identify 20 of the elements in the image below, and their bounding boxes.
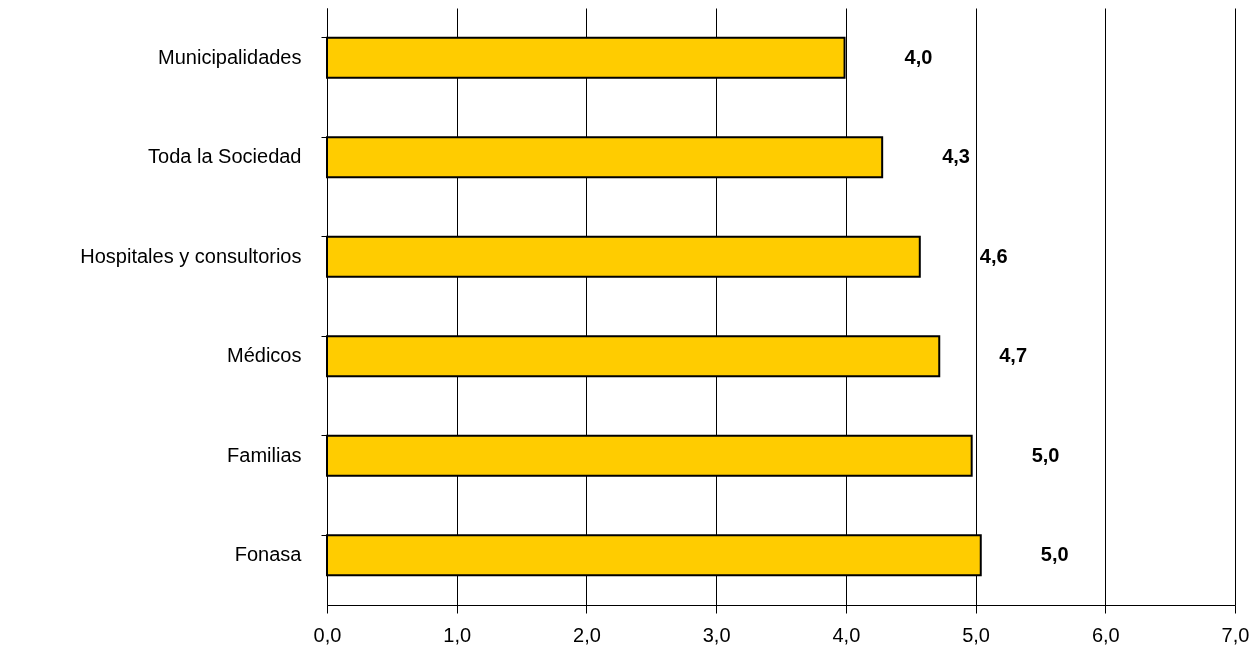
y-tick-label: Hospitales y consultorios	[80, 244, 302, 267]
data-label: 5,0	[1040, 543, 1069, 566]
data-label: 4,0	[904, 45, 933, 68]
x-tick-label: 0,0	[313, 623, 342, 646]
y-tick-label: Familias	[227, 443, 302, 466]
x-tick-label: 4,0	[832, 623, 861, 646]
x-tick-label: 3,0	[702, 623, 731, 646]
data-label: 4,6	[979, 244, 1008, 267]
data-label: 5,0	[1031, 443, 1060, 466]
x-tick-label: 7,0	[1221, 623, 1250, 646]
x-tick-label: 2,0	[573, 623, 601, 646]
x-tick-label: 6,0	[1091, 623, 1120, 646]
y-tick-label: Municipalidades	[158, 45, 302, 68]
y-tick-label: Toda la Sociedad	[148, 145, 302, 168]
x-tick-label: 5,0	[962, 623, 990, 646]
y-tick-label: Fonasa	[234, 543, 303, 566]
data-label: 4,3	[942, 145, 970, 168]
data-label: 4,7	[999, 344, 1028, 367]
x-tick-label: 1,0	[443, 623, 472, 646]
y-tick-label: Médicos	[227, 344, 302, 367]
